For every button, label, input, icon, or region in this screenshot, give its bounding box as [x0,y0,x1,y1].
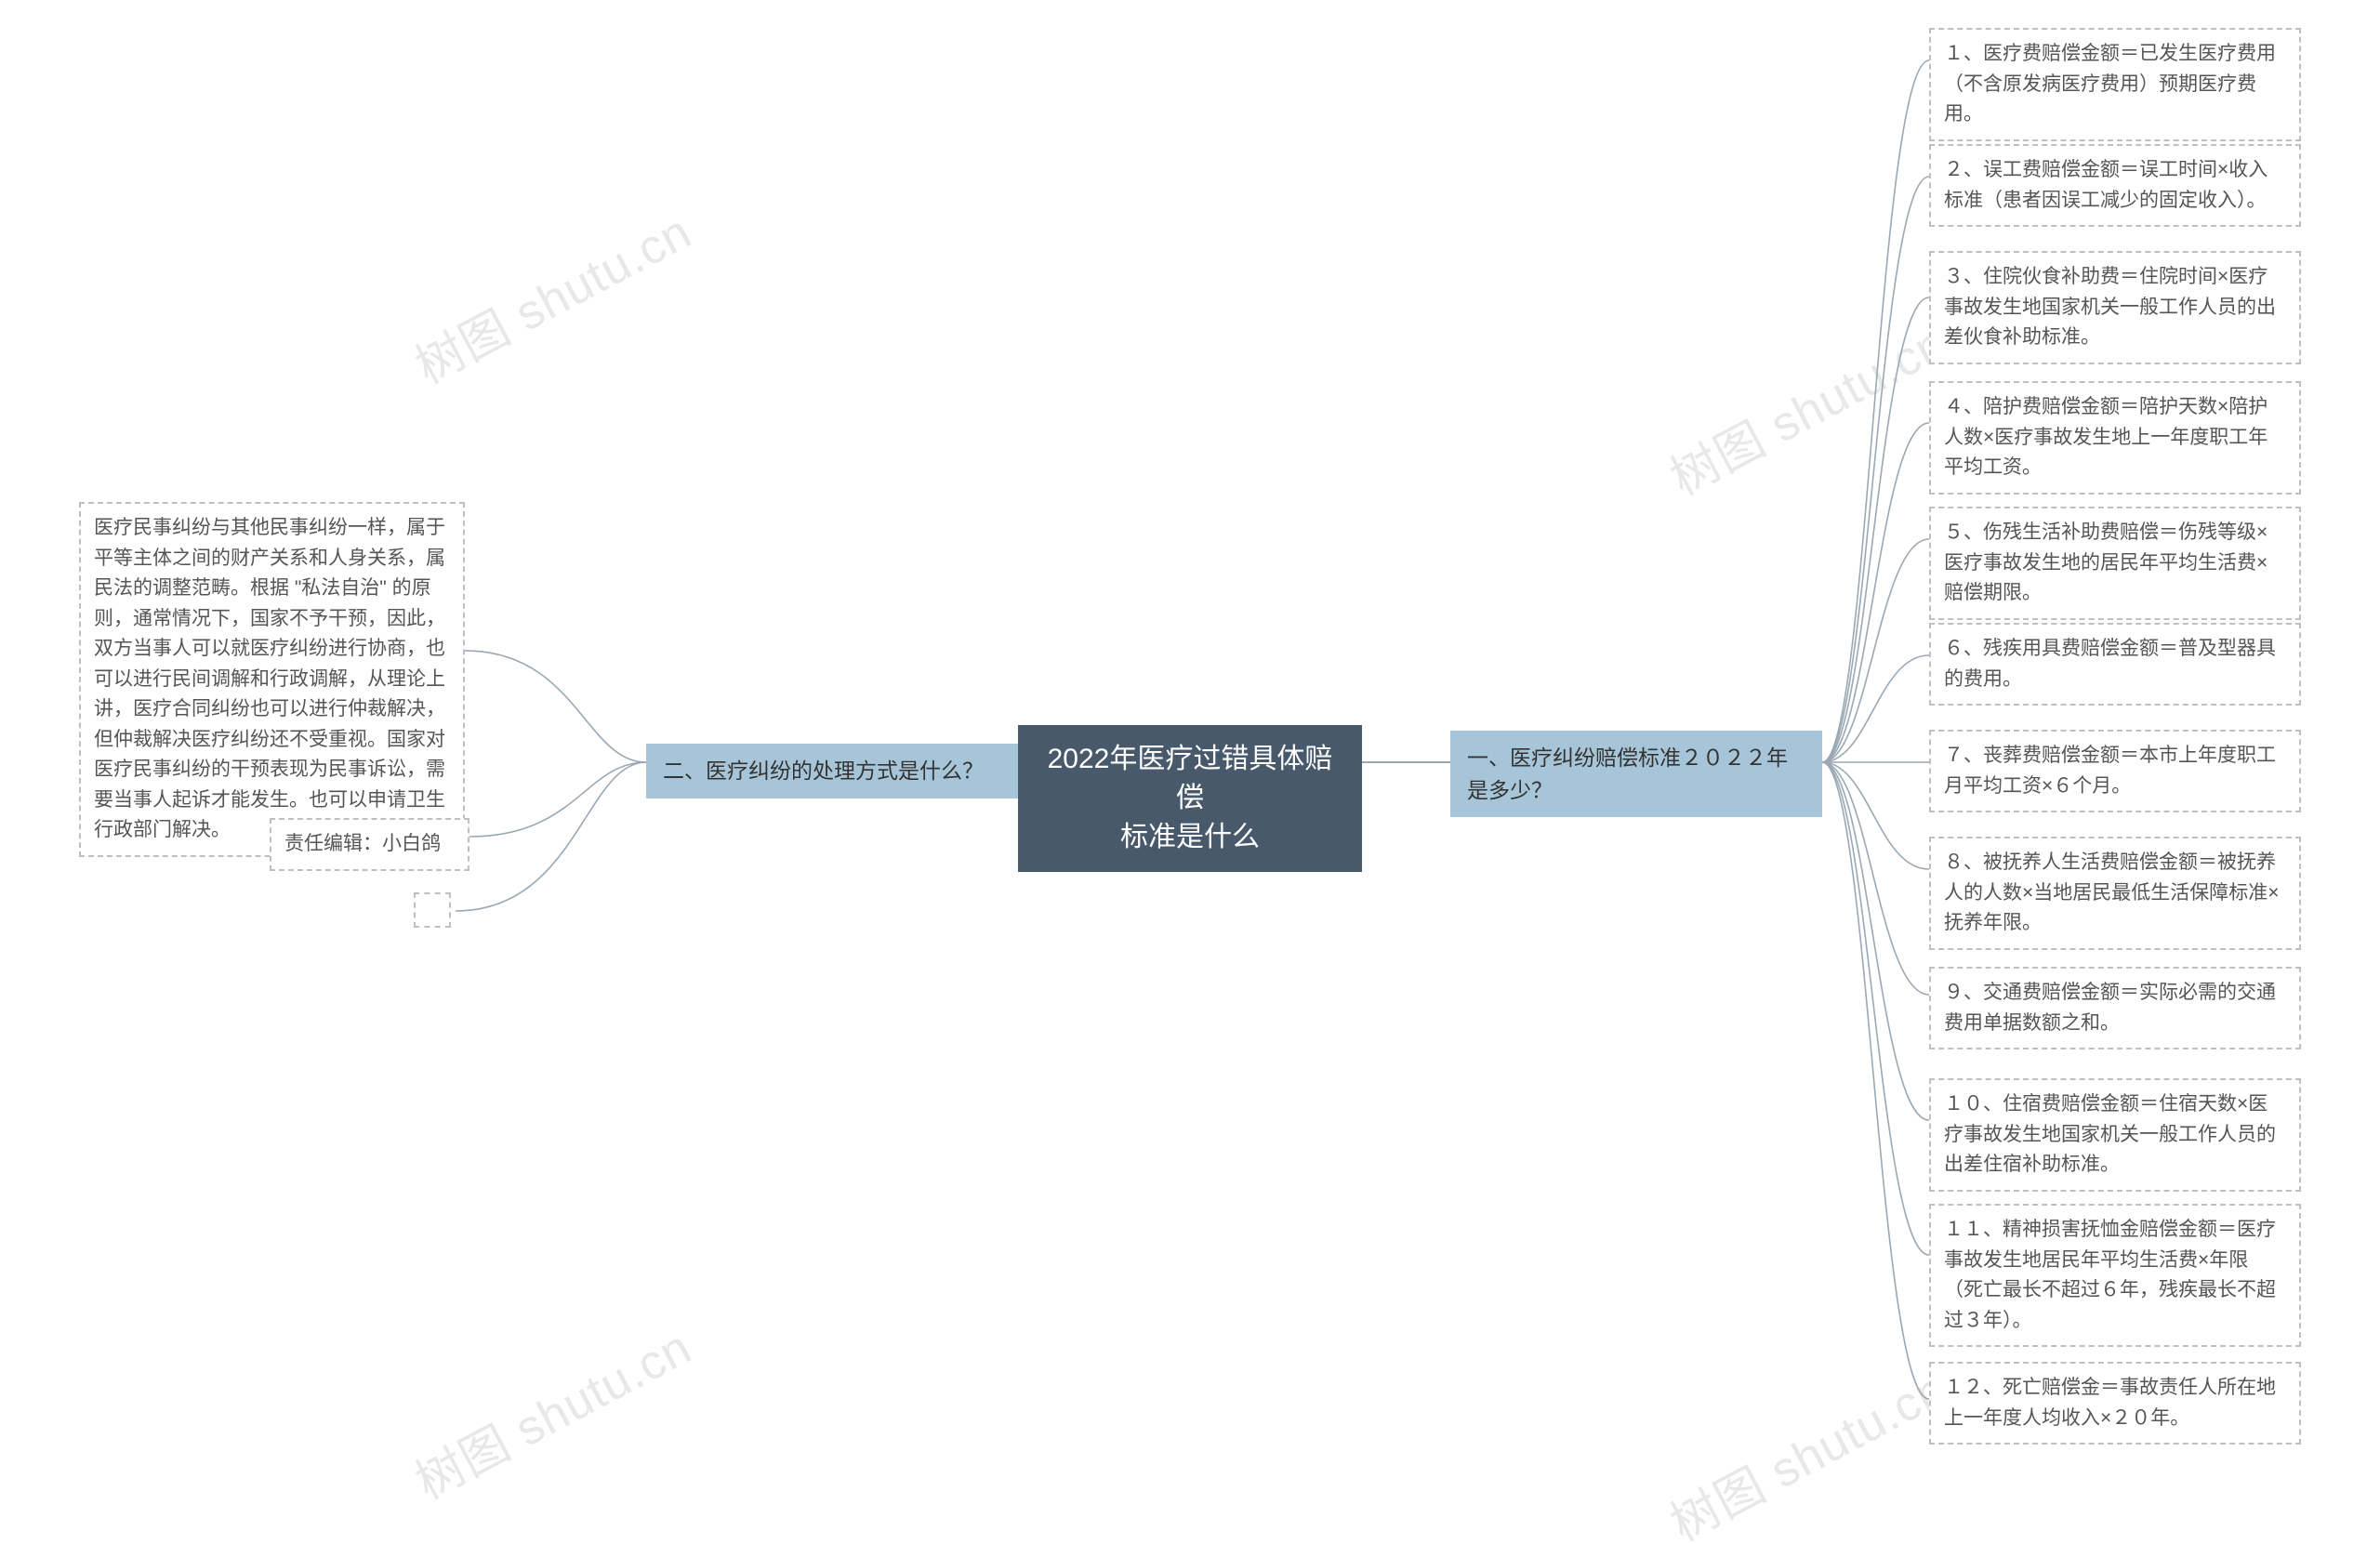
right-leaf-7: ７、丧葬费赔偿金额＝本市上年度职工月平均工资×６个月。 [1929,730,2301,812]
right-leaf-12: １２、死亡赔偿金＝事故责任人所在地上一年度人均收入×２０年。 [1929,1362,2301,1445]
right-leaf-8: ８、被抚养人生活费赔偿金额＝被抚养人的人数×当地居民最低生活保障标准×抚养年限。 [1929,837,2301,950]
right-leaf-11: １１、精神损害抚恤金赔偿金额＝医疗事故发生地居民年平均生活费×年限（死亡最长不超… [1929,1204,2301,1347]
right-leaf-6: ６、残疾用具费赔偿金额＝普及型器具的费用。 [1929,623,2301,706]
left-leaf-3-empty [414,892,451,928]
left-leaf-2: 责任编辑：小白鸽 [270,818,469,871]
branch-right: 一、医疗纠纷赔偿标准２０２２年是多少？ [1450,731,1822,817]
watermark: 树图 shutu.cn [401,193,701,397]
right-leaf-4: ４、陪护费赔偿金额＝陪护天数×陪护人数×医疗事故发生地上一年度职工年平均工资。 [1929,381,2301,495]
left-leaf-1: 医疗民事纠纷与其他民事纠纷一样，属于平等主体之间的财产关系和人身关系，属民法的调… [79,502,465,857]
root-title-line1: 2022年医疗过错具体赔偿 [1048,744,1333,813]
right-leaf-2: ２、误工费赔偿金额＝误工时间×收入标准（患者因误工减少的固定收入）。 [1929,144,2301,227]
right-leaf-1: １、医疗费赔偿金额＝已发生医疗费用（不含原发病医疗费用）预期医疗费用。 [1929,28,2301,141]
root-title-line2: 标准是什么 [1120,822,1260,852]
watermark: 树图 shutu.cn [1656,305,1956,508]
right-leaf-9: ９、交通费赔偿金额＝实际必需的交通费用单据数额之和。 [1929,967,2301,1049]
connector-right-fan [1822,28,1934,1450]
right-leaf-10: １０、住宿费赔偿金额＝住宿天数×医疗事故发生地国家机关一般工作人员的出差住宿补助… [1929,1078,2301,1192]
right-leaf-5: ５、伤残生活补助费赔偿＝伤残等级×医疗事故发生地的居民年平均生活费×赔偿期限。 [1929,507,2301,620]
right-leaf-3: ３、住院伙食补助费＝住院时间×医疗事故发生地国家机关一般工作人员的出差伙食补助标… [1929,251,2301,364]
connector-left-fan [456,502,651,930]
branch-left: 二、医疗纠纷的处理方式是什么？ [646,744,1018,798]
watermark: 树图 shutu.cn [401,1309,701,1512]
connector-root-right [1362,751,1450,770]
watermark: 树图 shutu.cn [1656,1351,1956,1544]
root-node: 2022年医疗过错具体赔偿 标准是什么 [1018,725,1362,872]
